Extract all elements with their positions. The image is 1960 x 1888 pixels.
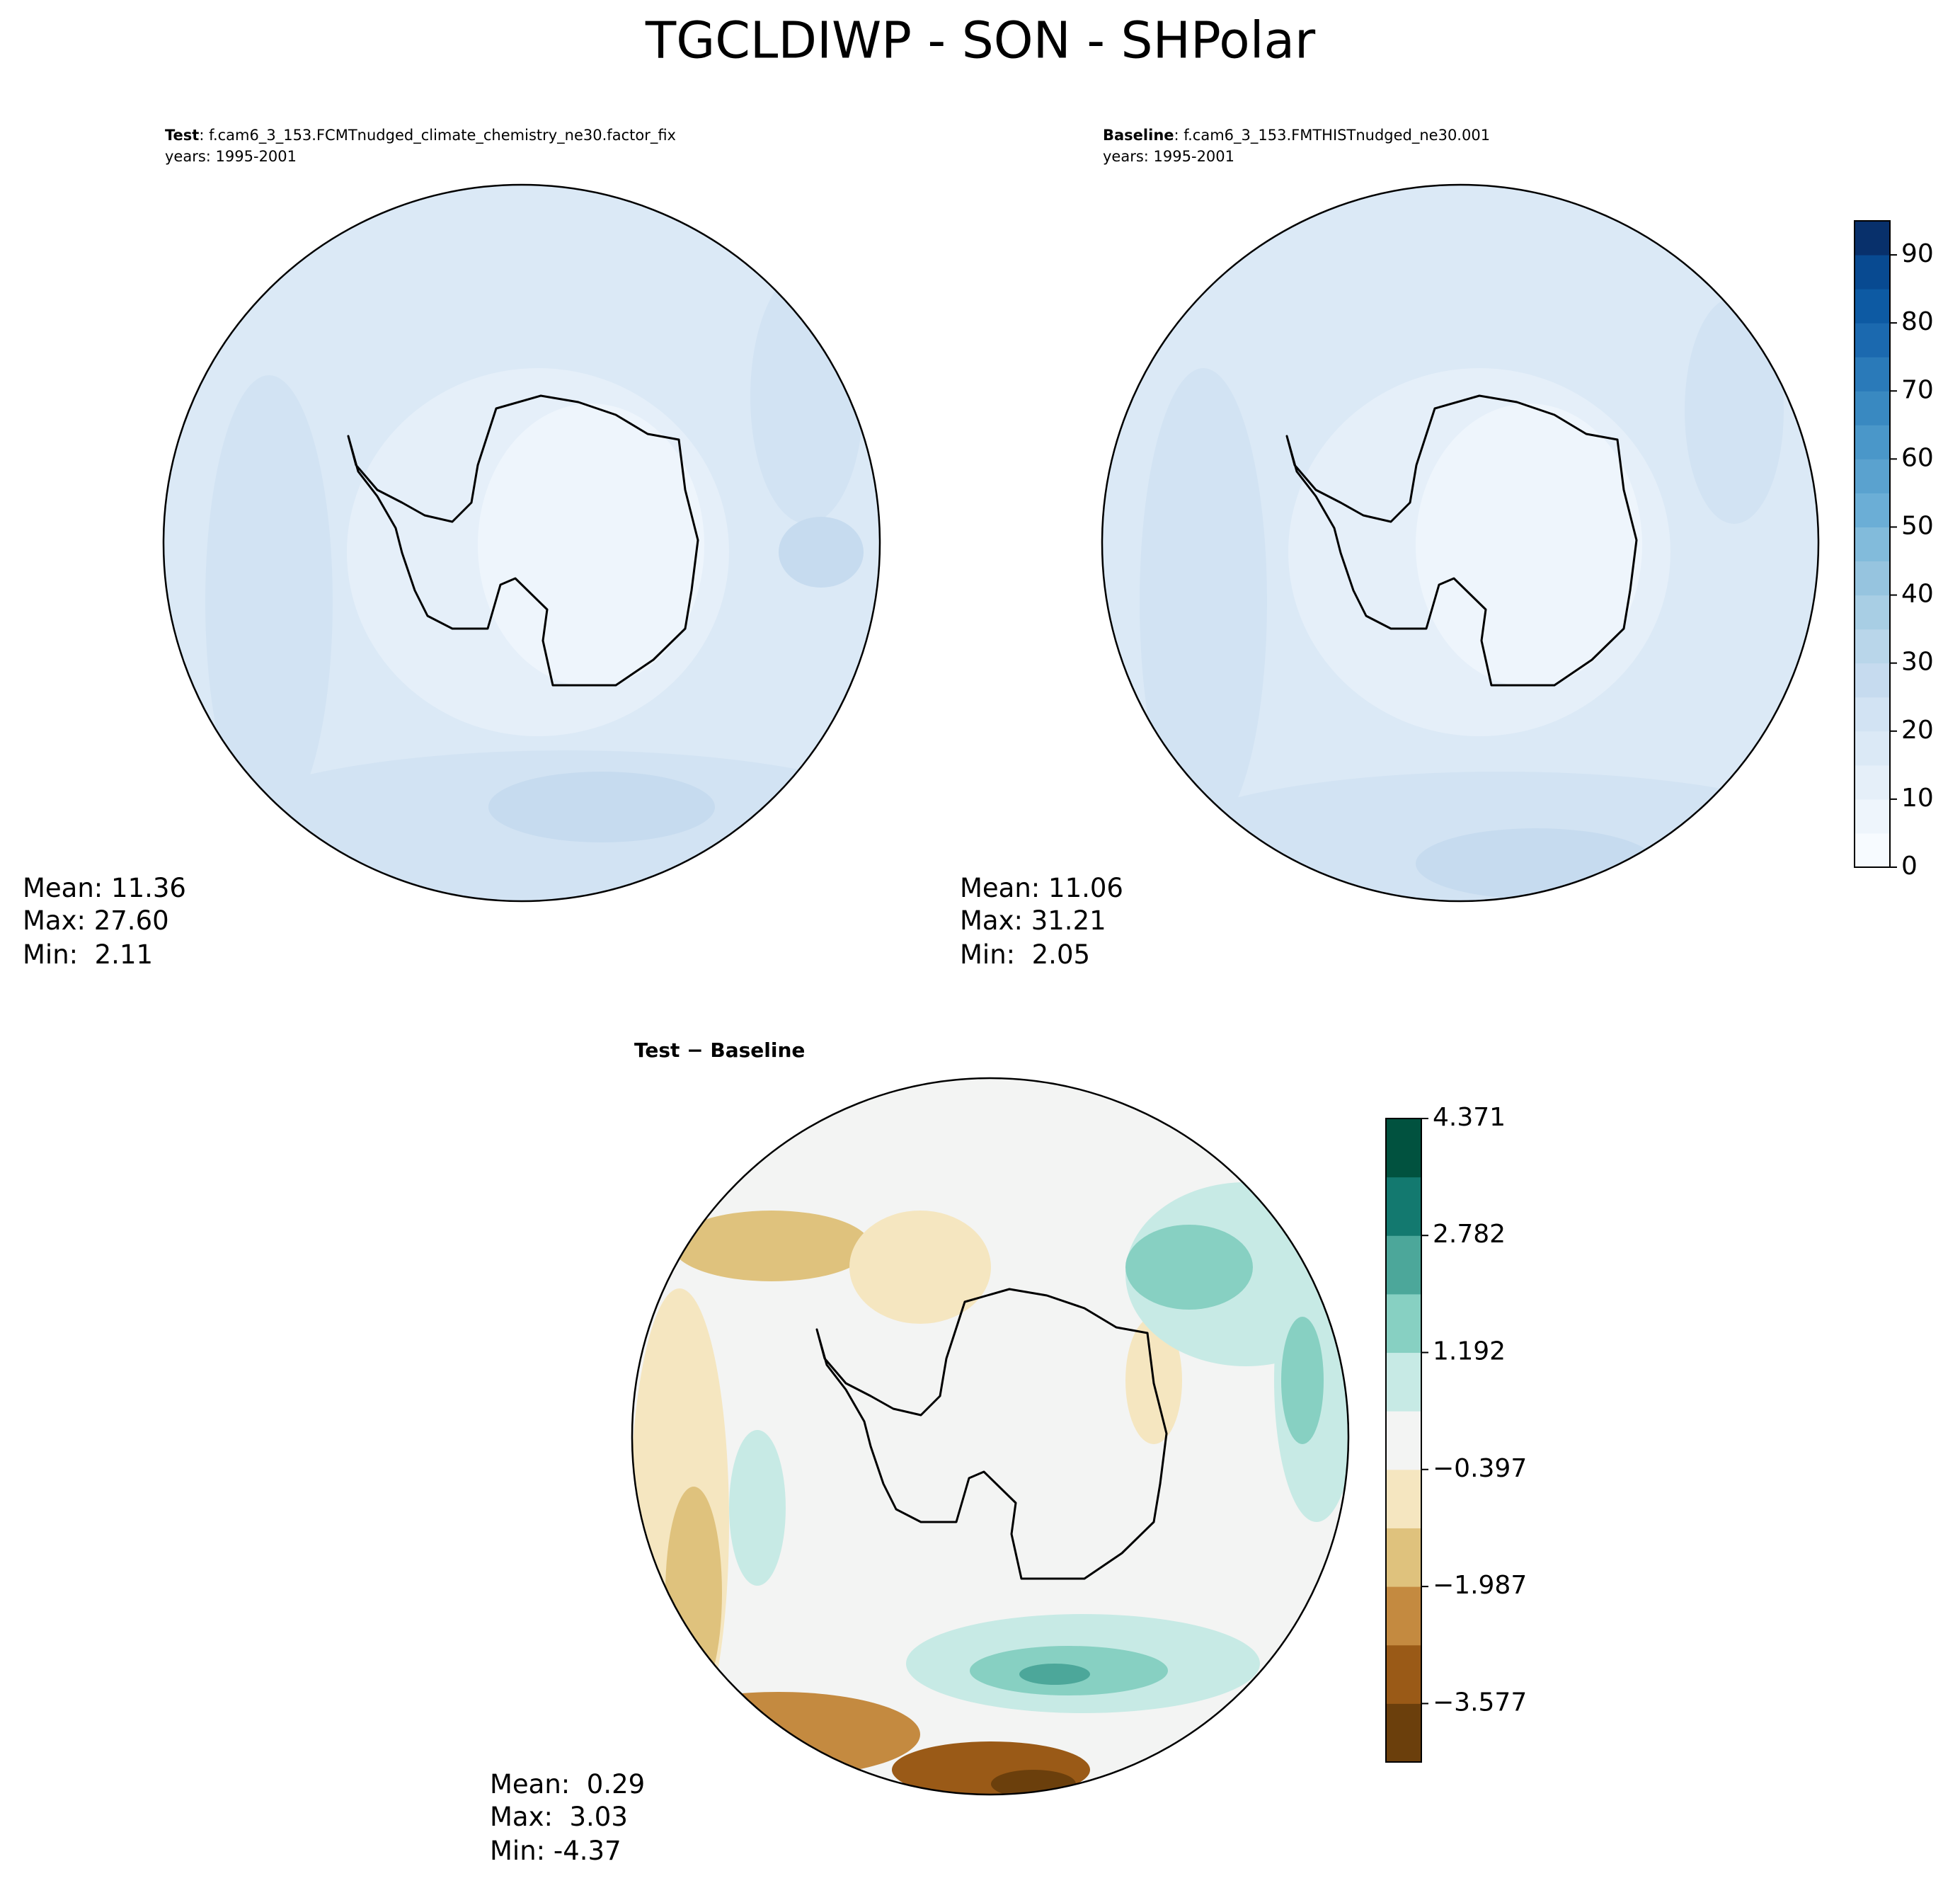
colorbar-tick-label: 10 (1901, 784, 1934, 813)
stat: Min: 2.11 (23, 939, 153, 970)
colorbar-segment (1386, 1119, 1421, 1178)
colorbar-tick-label: 70 (1901, 375, 1934, 404)
stat: Mean: 11.06 (960, 873, 1123, 903)
colorbar-segment (1855, 731, 1890, 766)
colorbar-segment (1855, 357, 1890, 391)
header-label: Baseline (1103, 127, 1174, 144)
stat: Mean: 11.36 (23, 873, 186, 903)
colorbar-segment (1855, 289, 1890, 324)
colorbar-segment (1855, 663, 1890, 698)
colorbar-segment (1386, 1352, 1421, 1412)
colorbar-segment (1855, 221, 1890, 256)
map (164, 185, 880, 901)
colorbar-tick-label: 20 (1901, 716, 1934, 745)
colorbar-segment (1855, 425, 1890, 459)
colorbar-segment (1386, 1235, 1421, 1295)
colorbar-segment (1855, 697, 1890, 732)
panel-header: Test: f.cam6_3_153.FCMTnudged_climate_ch… (165, 127, 676, 144)
colorbar-frame (1854, 220, 1891, 868)
stat: Max: 31.21 (960, 905, 1106, 936)
map (1102, 185, 1818, 901)
colorbar-tick-label: −1.987 (1433, 1571, 1527, 1600)
colorbar-tick-label: 90 (1901, 239, 1934, 268)
stat: Min: 2.05 (960, 939, 1090, 970)
map-boundary (162, 183, 881, 903)
colorbar-segment (1855, 629, 1890, 664)
map-boundary (631, 1077, 1350, 1796)
colorbar-tick-label: 1.192 (1433, 1337, 1506, 1366)
colorbar-tick-label: 60 (1901, 443, 1934, 472)
header-case: : f.cam6_3_153.FCMTnudged_climate_chemis… (199, 127, 676, 144)
colorbar-segment (1386, 1644, 1421, 1704)
panel-header: Test − Baseline (634, 1039, 805, 1062)
stat: Mean: 0.29 (490, 1769, 645, 1800)
panel-years: years: 1995-2001 (1103, 148, 1234, 165)
colorbar-segment (1855, 799, 1890, 834)
colorbar-segment (1855, 459, 1890, 493)
colorbar-segment (1855, 595, 1890, 630)
colorbar-tick-label: 4.371 (1433, 1103, 1506, 1132)
colorbar-segment (1855, 391, 1890, 425)
colorbar-tick-label: 50 (1901, 511, 1934, 540)
colorbar-tick-label: −0.397 (1433, 1454, 1527, 1483)
colorbar-tick-label: −3.577 (1433, 1688, 1527, 1717)
header-label: Test (165, 127, 199, 144)
colorbar-tick-label: 40 (1901, 580, 1934, 609)
colorbar-segment (1386, 1469, 1421, 1528)
map-boundary (1101, 183, 1820, 903)
colorbar-segment (1386, 1177, 1421, 1236)
colorbar-segment (1386, 1293, 1421, 1354)
colorbar-segment (1386, 1528, 1421, 1587)
panel-header: Baseline: f.cam6_3_153.FMTHISTnudged_ne3… (1103, 127, 1490, 144)
header-case: : f.cam6_3_153.FMTHISTnudged_ne30.001 (1174, 127, 1491, 144)
stat: Max: 27.60 (23, 905, 169, 936)
colorbar-tick-label: 0 (1901, 852, 1918, 881)
colorbar-segment (1386, 1586, 1421, 1646)
stat: Max: 3.03 (490, 1802, 628, 1832)
colorbar-segment (1386, 1411, 1421, 1470)
map (632, 1078, 1348, 1795)
colorbar-segment (1386, 1703, 1421, 1763)
colorbar-tick-label: 30 (1901, 648, 1934, 677)
colorbar-segment (1855, 527, 1890, 562)
colorbar-segment (1855, 833, 1890, 868)
colorbar-segment (1855, 561, 1890, 596)
stat: Min: -4.37 (490, 1836, 621, 1866)
colorbar-segment (1855, 255, 1890, 290)
colorbar-segment (1855, 493, 1890, 527)
colorbar-tick-label: 80 (1901, 307, 1934, 336)
panel-years: years: 1995-2001 (165, 148, 297, 165)
colorbar-frame (1385, 1118, 1422, 1763)
colorbar-tick-label: 2.782 (1433, 1220, 1506, 1249)
colorbar-segment (1855, 323, 1890, 357)
colorbar-segment (1855, 765, 1890, 800)
title: TGCLDIWP - SON - SHPolar (645, 11, 1316, 70)
